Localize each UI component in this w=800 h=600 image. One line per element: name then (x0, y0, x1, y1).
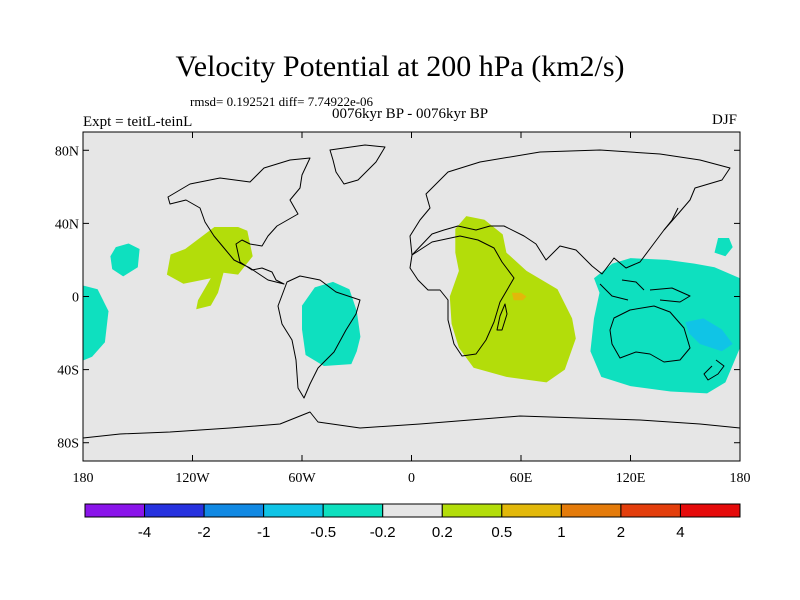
coast-north-america (167, 157, 311, 285)
experiment-label: Expt = teitL-teinL (83, 114, 193, 130)
colorbar-label: -0.2 (370, 524, 396, 541)
colorbar-label: 4 (676, 524, 684, 541)
x-tick-label: 180 (730, 471, 751, 486)
y-tick-label: 40N (55, 217, 79, 232)
y-tick-label: 80S (57, 437, 79, 452)
colorbar-label: -2 (197, 524, 210, 541)
x-tick-label: 120E (616, 471, 646, 486)
anomaly-region-south-america (302, 281, 361, 366)
x-tick-label: 0 (408, 471, 415, 486)
colorbar-label: 0.5 (491, 524, 512, 541)
coast-maritime-continent (599, 279, 691, 303)
colorbar-swatch (560, 503, 622, 518)
coast-antarctica (83, 411, 740, 439)
anomaly-region-central-america (166, 227, 253, 310)
x-tick-label: 120W (175, 471, 210, 486)
colorbar-label: 0.2 (432, 524, 453, 541)
colorbar-swatch (679, 503, 741, 518)
anomaly-region-sw-pacific-core (685, 318, 733, 352)
x-tick-label: 60E (510, 471, 533, 486)
colorbar-swatch (382, 503, 443, 518)
coast-new-zealand (703, 359, 725, 381)
colorbar-label: 2 (617, 524, 625, 541)
anomaly-region-n-pacific-west (110, 243, 140, 277)
y-tick-label: 40S (57, 364, 79, 379)
stats-text: rmsd= 0.192521 diff= 7.74922e-06 (190, 94, 374, 109)
colorbar-label: -4 (138, 524, 151, 541)
colorbar-swatch (263, 503, 324, 518)
colorbar-swatch (501, 503, 562, 518)
coast-australia (609, 305, 691, 363)
colorbar-swatch (203, 503, 265, 518)
coast-madagascar (496, 303, 508, 331)
colorbar-label: 1 (557, 524, 565, 541)
anomaly-region-e-pacific-south (83, 285, 109, 361)
period-label: 0076kyr BP - 0076kyr BP (331, 106, 489, 122)
y-tick-label: 80N (55, 144, 79, 159)
colorbar-swatch (84, 503, 146, 518)
x-tick-label: 60W (288, 471, 316, 486)
anomaly-region-africa-asia (449, 216, 576, 383)
coast-africa (409, 235, 515, 357)
x-tick-label: 180 (73, 471, 94, 486)
anomaly-region-w-pacific (590, 258, 740, 394)
anomaly-region-nw-pacific-blob (714, 238, 733, 257)
anomaly-region-east-africa-peak (511, 292, 527, 301)
colorbar-swatch (441, 503, 503, 518)
coast-greenland (329, 144, 386, 185)
coast-eurasia (409, 149, 731, 275)
colorbar-swatch (620, 503, 681, 518)
colorbar-swatch (322, 503, 384, 518)
season-label: DJF (712, 112, 738, 128)
chart-title: Velocity Potential at 200 hPa (km2/s) (175, 50, 625, 83)
y-tick-label: 0 (72, 291, 79, 306)
coast-japan (663, 207, 679, 231)
colorbar-swatch (144, 503, 205, 518)
colorbar-label: -0.5 (310, 524, 336, 541)
coast-south-america (277, 275, 361, 399)
colorbar-label: -1 (257, 524, 270, 541)
